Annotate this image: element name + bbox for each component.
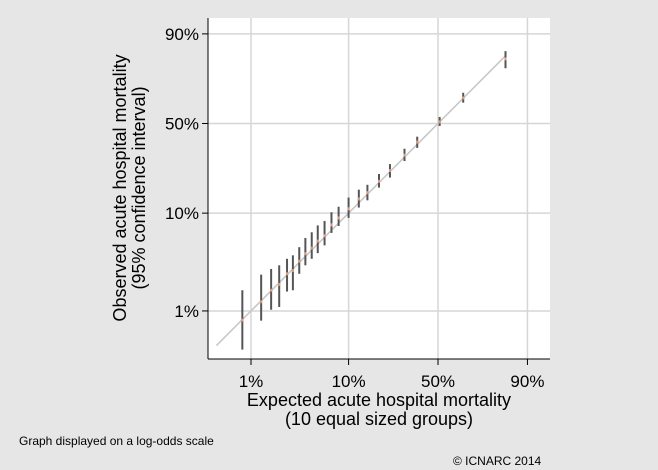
x-tick-label: 50%	[421, 372, 455, 391]
axis-ticks: 1% 10% 50% 90% 1% 10% 50% 90%	[165, 25, 544, 391]
y-axis-title-line1: Observed acute hospital mortality	[110, 54, 130, 321]
data-points	[241, 51, 507, 350]
y-tick-label: 1%	[174, 302, 199, 321]
x-axis-title-line2: (10 equal sized groups)	[285, 409, 473, 429]
y-tick-label: 10%	[165, 204, 199, 223]
x-tick-label: 90%	[510, 372, 544, 391]
x-tick-label: 1%	[239, 372, 264, 391]
grid-lines	[208, 18, 550, 359]
y-tick-label: 50%	[165, 115, 199, 134]
y-axis-title-line2: (95% confidence interval)	[129, 86, 149, 289]
copyright-notice: © ICNARC 2014	[453, 454, 542, 468]
log-odds-footnote: Graph displayed on a log-odds scale	[19, 434, 214, 448]
reference-line	[215, 55, 507, 347]
x-axis-title-line1: Expected acute hospital mortality	[247, 390, 511, 410]
x-tick-label: 10%	[332, 372, 366, 391]
y-tick-label: 90%	[165, 25, 199, 44]
plot-area	[208, 18, 550, 359]
